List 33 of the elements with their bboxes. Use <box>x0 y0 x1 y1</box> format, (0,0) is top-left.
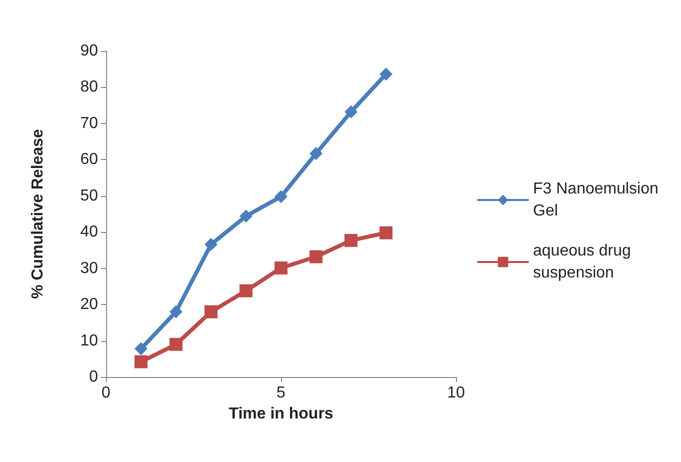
legend-label: aqueous drug suspension <box>533 242 636 282</box>
point <box>380 68 392 81</box>
y-tick-label: 30 <box>80 260 98 277</box>
y-axis-title: % Cumulative Release <box>30 128 46 299</box>
y-tick-label: 60 <box>80 151 98 168</box>
y-tick-label: 50 <box>80 187 98 204</box>
point <box>274 261 288 274</box>
point <box>204 305 218 318</box>
x-tick-label: 0 <box>102 384 111 402</box>
point <box>134 355 148 368</box>
point <box>170 305 182 318</box>
y-tick-label: 20 <box>80 296 98 314</box>
point <box>240 210 252 223</box>
legend-label: F3 Nanoemulsion Gel <box>533 180 663 220</box>
point <box>204 238 218 251</box>
y-tick-label: 10 <box>80 332 98 350</box>
y-tick-label: 80 <box>80 78 98 96</box>
y-tick-label: 0 <box>89 368 98 386</box>
y-tick-label: 40 <box>80 224 98 241</box>
point <box>134 342 148 356</box>
point <box>344 234 358 247</box>
y-tick-label: 70 <box>80 114 98 132</box>
point <box>274 190 288 204</box>
x-tick-label: 5 <box>276 384 286 402</box>
point <box>310 147 322 160</box>
point <box>310 250 322 264</box>
point <box>344 105 358 118</box>
point <box>170 338 182 351</box>
point <box>240 284 252 298</box>
point <box>380 226 392 240</box>
x-axis-title: Time in hours <box>228 405 334 422</box>
x-tick-label: 10 <box>447 384 465 402</box>
y-tick-label: 90 <box>80 42 98 60</box>
